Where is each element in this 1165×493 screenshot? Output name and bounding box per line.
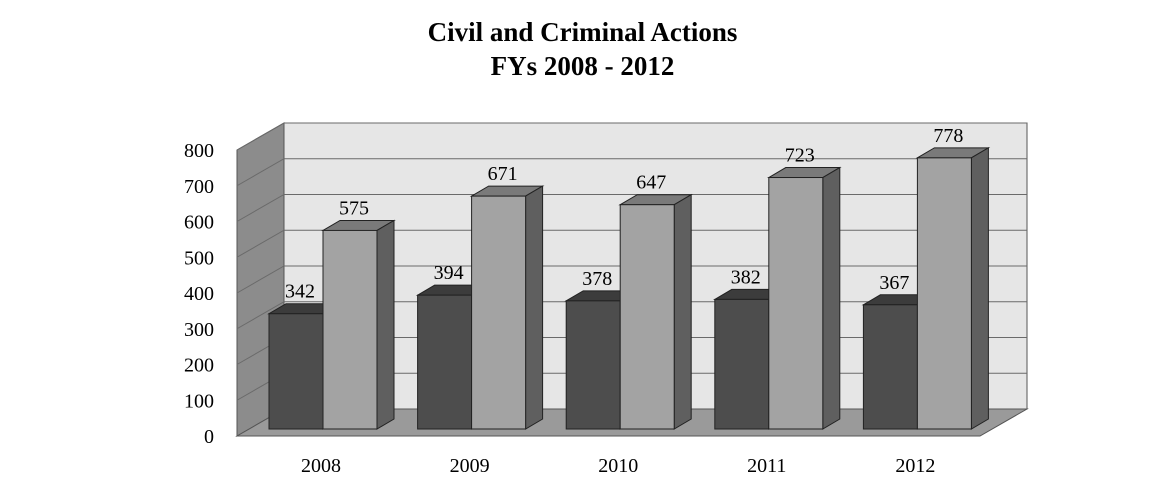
bar-side — [673, 193, 692, 430]
y-tick-label: 500 — [184, 247, 214, 269]
bar — [471, 195, 527, 430]
data-label: 382 — [731, 266, 761, 288]
y-tick-label: 700 — [184, 176, 214, 198]
chart-title: Civil and Criminal Actions — [427, 17, 738, 47]
bar — [322, 229, 378, 430]
gridline — [236, 158, 1027, 187]
x-tick-label: 2010 — [598, 455, 638, 477]
y-tick-label: 800 — [184, 140, 214, 162]
data-label: 671 — [488, 163, 518, 185]
data-label: 723 — [785, 145, 815, 167]
y-tick-label: 400 — [184, 283, 214, 305]
chart-subtitle: FYs 2008 - 2012 — [490, 51, 675, 81]
bar — [619, 204, 675, 430]
bar — [916, 157, 972, 430]
bar-side — [970, 146, 989, 430]
bar — [862, 304, 918, 430]
y-tick-label: 600 — [184, 212, 214, 234]
y-tick-label: 100 — [184, 390, 214, 412]
data-label: 342 — [285, 281, 315, 303]
x-tick-label: 2008 — [301, 455, 341, 477]
data-label: 647 — [636, 172, 666, 194]
data-label: 778 — [933, 125, 963, 147]
bar-side — [822, 166, 841, 430]
bar — [565, 300, 621, 430]
gridline — [236, 122, 1027, 151]
data-label: 378 — [582, 268, 612, 290]
x-tick-label: 2012 — [895, 455, 935, 477]
bar-side — [376, 219, 395, 430]
data-label: 575 — [339, 197, 369, 219]
x-tick-label: 2011 — [747, 455, 786, 477]
data-label: 367 — [879, 272, 909, 294]
data-label: 394 — [434, 262, 464, 284]
bar-side — [525, 185, 544, 430]
y-tick-label: 200 — [184, 355, 214, 377]
y-tick-label: 0 — [204, 426, 214, 448]
bar — [768, 177, 824, 430]
y-tick-label: 300 — [184, 319, 214, 341]
bar — [417, 294, 473, 430]
x-tick-label: 2009 — [450, 455, 490, 477]
bar — [714, 298, 770, 430]
bar — [268, 313, 324, 430]
